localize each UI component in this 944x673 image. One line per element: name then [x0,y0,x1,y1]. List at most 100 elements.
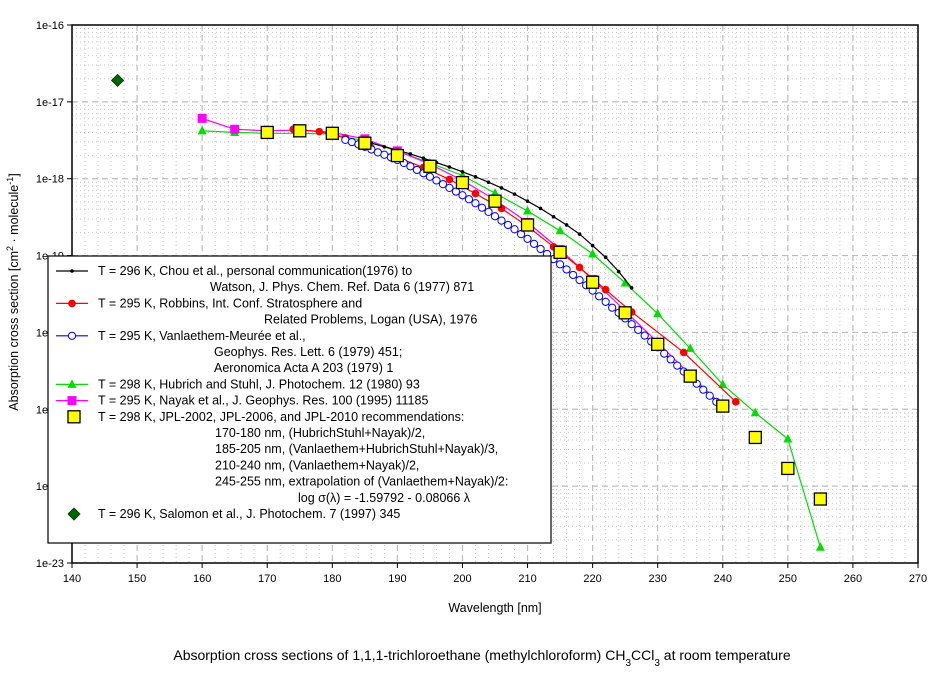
legend-symbol [56,299,88,308]
y-tick-label: 1e-18 [36,174,64,186]
legend-entry-text: 170-180 nm, (HubrichStuhl+Nayak)/2, [215,426,425,440]
data-point [679,348,688,357]
data-point [555,225,565,235]
legend-marker [67,507,81,521]
data-point [538,206,543,211]
data-point [620,277,630,287]
y-tick-label: 1e-23 [36,558,64,570]
legend-marker [67,396,77,406]
data-point [568,270,578,280]
data-point [562,265,571,274]
data-point [608,303,617,312]
data-point [460,170,465,174]
data-point [555,260,565,269]
data-point [471,189,480,198]
data-point [627,320,636,329]
legend-symbol [56,396,88,406]
data-point [685,343,695,352]
data-point [750,407,760,417]
legend-entry-text: T = 298 K, Hubrich and Stuhl, J. Photoch… [98,377,420,391]
data-point [471,199,480,208]
legend-entry-text: Geophys. Res. Lett. 6 (1979) 451; [214,345,402,359]
data-point [595,292,604,301]
data-point [705,391,714,400]
data-point [748,430,762,445]
legend-box [47,255,552,544]
data-point [564,223,569,227]
data-point [731,398,740,406]
data-point [458,191,467,200]
data-point [423,159,437,173]
legend-entry-text: 185-205 nm, (Vanlaethem+HubrichStuhl+Nay… [215,442,498,456]
x-tick-label: 240 [714,573,732,585]
data-point [503,220,513,230]
data-point [718,379,728,389]
data-point [577,232,582,236]
x-axis-label: Wavelength [nm] [448,601,541,615]
data-point [445,175,454,184]
data-point [499,186,504,190]
data-point [585,275,600,289]
legend-marker [70,269,74,273]
data-point [525,199,530,203]
data-point [590,243,595,248]
legend-symbol [56,379,88,388]
data-point [813,492,828,506]
data-point [651,337,665,351]
data-point [490,188,500,197]
legend-symbol [67,410,81,424]
x-tick-label: 210 [518,573,536,585]
x-tick-label: 220 [583,573,601,585]
y-tick-label: 1e-16 [36,20,64,32]
x-tick-label: 160 [193,573,211,585]
data-point [425,172,435,181]
data-point [616,269,621,274]
legend-marker [67,331,77,340]
data-point [666,355,675,364]
data-point [382,145,387,149]
data-point [601,297,610,306]
data-point [408,152,413,156]
x-tick-label: 260 [844,573,862,585]
data-point [464,195,474,204]
data-point [575,263,584,272]
legend-symbol [56,331,88,340]
y-axis-label: Absorption cross section [cm2 · molecule… [5,173,21,410]
data-point [629,286,634,290]
legend-entry-text: Related Problems, Logan (USA), 1976 [264,313,477,327]
data-point [536,244,545,254]
series-salomon [110,73,125,87]
data-point [660,349,669,358]
data-point [230,124,240,134]
data-point [358,136,372,150]
data-point [551,214,556,219]
data-point [293,124,307,138]
data-point [673,361,682,370]
data-point [412,165,422,175]
legend-symbol [67,507,81,521]
data-point [490,212,500,221]
data-point [390,148,405,163]
y-tick-label: 1e-17 [36,97,64,109]
chart-title: Absorption cross sections of 1,1,1-trich… [173,647,790,669]
data-point [197,125,207,135]
legend-entry-text: T = 295 K, Nayak et al., J. Geophys. Res… [98,394,428,408]
data-point [603,255,608,260]
data-point [421,156,426,160]
legend-marker [67,410,81,424]
legend-entry-text: T = 296 K, Chou et al., personal communi… [98,264,412,278]
data-point [110,73,125,87]
data-point [634,325,643,334]
x-tick-label: 150 [128,573,146,585]
data-point [529,239,539,248]
legend-symbol [56,269,88,273]
data-point [699,385,708,394]
data-point [455,175,470,190]
data-point [488,194,502,208]
data-point [618,306,632,320]
data-point [325,126,339,140]
legend-marker [67,379,77,388]
data-point [683,369,697,383]
legend-marker [68,299,76,308]
legend-entry-text: log σ(λ) = -1.59792 - 0.08066 λ [298,491,471,505]
